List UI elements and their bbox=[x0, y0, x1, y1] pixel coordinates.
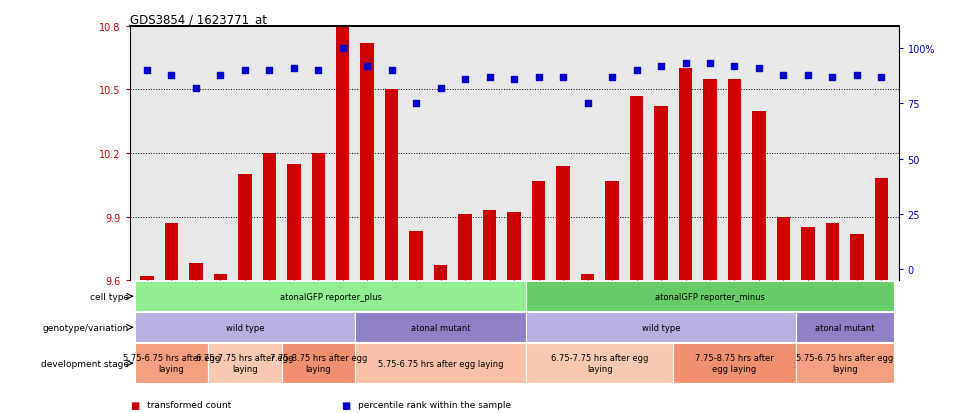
Text: genotype/variation: genotype/variation bbox=[42, 323, 129, 332]
Bar bbox=[140, 276, 154, 280]
Bar bbox=[875, 179, 888, 280]
Bar bbox=[458, 215, 472, 280]
Bar bbox=[580, 274, 594, 280]
Point bbox=[237, 68, 253, 74]
Bar bbox=[629, 97, 643, 280]
Text: ■: ■ bbox=[130, 400, 139, 410]
Bar bbox=[801, 228, 815, 280]
Point bbox=[408, 101, 424, 107]
Point bbox=[506, 76, 522, 83]
Text: 5.75-6.75 hrs after egg
laying: 5.75-6.75 hrs after egg laying bbox=[796, 354, 894, 373]
Bar bbox=[527, 344, 674, 383]
Text: development stage: development stage bbox=[41, 359, 129, 368]
Text: wild type: wild type bbox=[642, 323, 680, 332]
Point bbox=[384, 68, 400, 74]
Point bbox=[678, 61, 693, 68]
Point bbox=[801, 72, 816, 78]
Bar bbox=[605, 181, 619, 280]
Point bbox=[433, 85, 449, 92]
Point bbox=[482, 74, 498, 81]
Point bbox=[604, 74, 620, 81]
Text: atonal mutant: atonal mutant bbox=[411, 323, 471, 332]
Bar bbox=[355, 344, 527, 383]
Point bbox=[555, 74, 571, 81]
Text: GDS3854 / 1623771_at: GDS3854 / 1623771_at bbox=[130, 13, 267, 26]
Bar bbox=[703, 80, 717, 280]
Bar bbox=[311, 154, 325, 280]
Text: 5.75-6.75 hrs after egg laying: 5.75-6.75 hrs after egg laying bbox=[378, 359, 504, 368]
Bar bbox=[213, 274, 227, 280]
Text: 7.75-8.75 hrs after egg
laying: 7.75-8.75 hrs after egg laying bbox=[270, 354, 367, 373]
Text: cell type: cell type bbox=[89, 292, 129, 301]
Text: atonalGFP reporter_minus: atonalGFP reporter_minus bbox=[655, 292, 765, 301]
Bar bbox=[355, 313, 527, 342]
Point bbox=[752, 65, 767, 72]
Point bbox=[261, 68, 277, 74]
Bar bbox=[164, 223, 178, 280]
Text: atonal mutant: atonal mutant bbox=[815, 323, 875, 332]
Point bbox=[850, 72, 865, 78]
Bar bbox=[209, 344, 282, 383]
Bar bbox=[189, 263, 203, 280]
Bar bbox=[238, 175, 252, 280]
Point bbox=[457, 76, 473, 83]
Bar bbox=[727, 80, 741, 280]
Bar bbox=[385, 90, 399, 280]
Point bbox=[579, 101, 595, 107]
Point bbox=[310, 68, 326, 74]
Bar bbox=[409, 232, 423, 280]
Point bbox=[212, 72, 228, 78]
Bar bbox=[262, 154, 276, 280]
Bar bbox=[674, 344, 796, 383]
Bar bbox=[678, 69, 692, 280]
Bar bbox=[135, 313, 355, 342]
Bar bbox=[360, 44, 374, 280]
Text: 7.75-8.75 hrs after
egg laying: 7.75-8.75 hrs after egg laying bbox=[695, 354, 774, 373]
Bar bbox=[527, 282, 894, 311]
Point bbox=[727, 63, 742, 70]
Point bbox=[874, 74, 889, 81]
Text: 5.75-6.75 hrs after egg
laying: 5.75-6.75 hrs after egg laying bbox=[123, 354, 220, 373]
Bar bbox=[282, 344, 355, 383]
Bar bbox=[434, 266, 448, 280]
Point bbox=[653, 63, 669, 70]
Bar bbox=[531, 181, 545, 280]
Point bbox=[188, 85, 204, 92]
Bar bbox=[287, 164, 301, 280]
Point bbox=[530, 74, 546, 81]
Text: percentile rank within the sample: percentile rank within the sample bbox=[358, 400, 511, 409]
Text: wild type: wild type bbox=[226, 323, 264, 332]
Text: atonalGFP reporter_plus: atonalGFP reporter_plus bbox=[280, 292, 382, 301]
Point bbox=[359, 63, 375, 70]
Bar bbox=[507, 213, 521, 280]
Point bbox=[286, 65, 302, 72]
Bar bbox=[796, 313, 894, 342]
Point bbox=[163, 72, 179, 78]
Point bbox=[139, 68, 155, 74]
Bar bbox=[654, 107, 668, 280]
Point bbox=[702, 61, 718, 68]
Bar bbox=[336, 27, 350, 280]
Text: ■: ■ bbox=[341, 400, 351, 410]
Bar bbox=[135, 282, 527, 311]
Bar bbox=[556, 166, 570, 280]
Bar bbox=[752, 112, 766, 280]
Text: transformed count: transformed count bbox=[147, 400, 232, 409]
Point bbox=[825, 74, 840, 81]
Text: 6.75-7.75 hrs after egg
laying: 6.75-7.75 hrs after egg laying bbox=[196, 354, 293, 373]
Bar bbox=[527, 313, 796, 342]
Text: 6.75-7.75 hrs after egg
laying: 6.75-7.75 hrs after egg laying bbox=[552, 354, 649, 373]
Bar bbox=[850, 234, 864, 280]
Point bbox=[335, 45, 351, 52]
Bar bbox=[483, 211, 497, 280]
Bar bbox=[776, 217, 790, 280]
Point bbox=[628, 68, 644, 74]
Bar bbox=[825, 223, 839, 280]
Bar bbox=[796, 344, 894, 383]
Point bbox=[776, 72, 791, 78]
Bar bbox=[135, 344, 209, 383]
